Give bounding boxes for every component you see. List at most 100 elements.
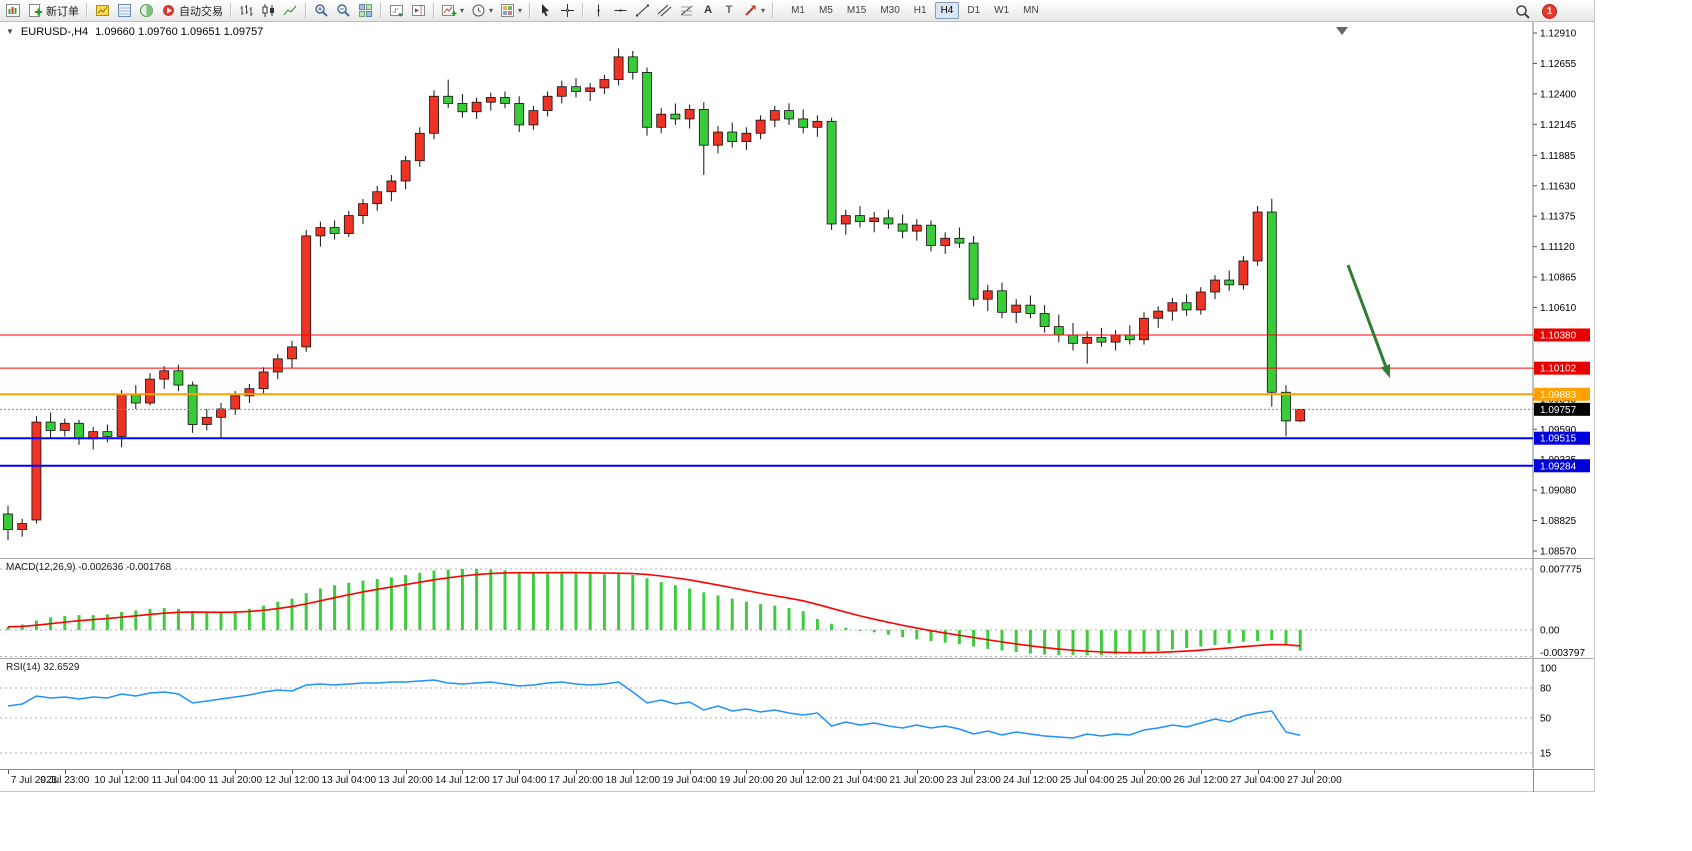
channel-button[interactable] (654, 1, 675, 20)
time-tick (973, 770, 975, 774)
market-watch-icon (96, 5, 109, 16)
line-chart-icon (283, 5, 297, 16)
time-tick (803, 770, 805, 774)
time-axis-label: 27 Jul 20:00 (1287, 775, 1342, 786)
notification-badge[interactable]: 1 (1542, 4, 1557, 19)
tile-windows-button[interactable] (355, 1, 376, 20)
time-tick (1200, 770, 1202, 774)
auto-scroll-icon (390, 5, 403, 17)
dropdown-icon: ▾ (460, 5, 465, 15)
chart-shift-icon (412, 5, 425, 16)
time-axis-label: 27 Jul 04:00 (1230, 775, 1285, 786)
auto-trading-icon (163, 5, 174, 16)
dropdown-icon: ▾ (518, 5, 523, 15)
crosshair-button[interactable] (557, 1, 578, 20)
search-button[interactable] (1512, 2, 1534, 21)
line-chart-button[interactable] (280, 1, 301, 20)
label-icon: T (725, 4, 733, 16)
time-axis[interactable]: 7 Jul 2023 9 Jul 23:00 10 Jul 12:00 11 Jul … (0, 769, 1594, 792)
svg-text:15: 15 (1540, 749, 1552, 760)
time-tick (576, 770, 577, 774)
candlestick-chart-button[interactable] (258, 1, 279, 20)
market-watch-button[interactable] (92, 1, 113, 20)
trendline-button[interactable] (632, 1, 653, 20)
time-axis-label: 24 Jul 12:00 (1003, 775, 1058, 786)
timeframe-m15-button[interactable]: M15 (841, 2, 872, 19)
svg-text:1.12145: 1.12145 (1540, 120, 1577, 131)
indicators-button[interactable]: ▾ (439, 1, 467, 20)
data-window-button[interactable] (114, 1, 135, 20)
text-icon: A (704, 4, 713, 16)
time-tick (348, 770, 350, 774)
time-axis-label: 20 Jul 12:00 (775, 775, 831, 786)
fibonacci-button[interactable] (676, 1, 697, 20)
bar-chart-icon (240, 5, 253, 16)
label-button[interactable]: T (719, 1, 739, 20)
new-chart-button[interactable] (3, 1, 24, 20)
time-tick (1087, 770, 1089, 774)
zoom-out-button[interactable] (333, 1, 354, 20)
timeframe-h1-button[interactable]: H1 (908, 2, 933, 19)
new-order-label: 新订单 (46, 5, 79, 18)
auto-scroll-button[interactable] (386, 1, 407, 20)
auto-trading-button[interactable]: 自动交易 (158, 1, 226, 20)
time-axis-label: 18 Jul 12:00 (605, 775, 661, 786)
svg-text:1.11120: 1.11120 (1540, 242, 1575, 253)
zoom-in-button[interactable] (311, 1, 332, 20)
timeframe-mn-button[interactable]: MN (1017, 2, 1045, 19)
fibonacci-icon (680, 5, 693, 16)
svg-text:1.09515: 1.09515 (1540, 434, 1577, 445)
time-tick (405, 770, 407, 774)
new-chart-icon (6, 4, 20, 17)
dropdown-icon: ▾ (761, 5, 766, 15)
time-axis-label: 7 Jul 2023 (10, 775, 58, 786)
toolbar-separator (230, 3, 232, 18)
cursor-button[interactable] (535, 1, 556, 20)
time-tick (860, 770, 861, 774)
cursor-icon (542, 4, 550, 17)
time-axis-label: 11 Jul 20:00 (208, 775, 263, 786)
main-chart-canvas[interactable]: 1.12910 1.12655 1.12400 1.12145 1.11885 1.116… (0, 22, 1594, 558)
price-axis[interactable]: 1.12910 1.12655 1.12400 1.12145 1.11885 1.116… (1532, 22, 1577, 558)
time-axis-label: 10 Jul 12:00 (94, 775, 149, 786)
toolbar-separator (529, 3, 532, 18)
one-click-trading-toggle[interactable]: ▼ (6, 27, 14, 36)
navigator-button[interactable] (136, 1, 157, 20)
vertical-line-button[interactable] (588, 1, 609, 20)
text-button[interactable]: A (698, 1, 718, 20)
macd-panel-canvas[interactable]: 0.007775 0.00 -0.003797 (0, 559, 1594, 658)
bar-chart-button[interactable] (236, 1, 257, 20)
svg-text:1.10610: 1.10610 (1540, 303, 1577, 314)
timeframe-d1-button[interactable]: D1 (961, 2, 986, 19)
panel-splitter[interactable] (0, 558, 1594, 559)
templates-icon (501, 4, 515, 17)
time-axis-label: 17 Jul 20:00 (548, 775, 604, 786)
timeframe-h4-button[interactable]: H4 (934, 2, 960, 19)
chart-shift-button[interactable] (408, 1, 429, 20)
horizontal-line-button[interactable] (610, 1, 631, 20)
time-tick (519, 770, 521, 774)
templates-button[interactable]: ▾ (497, 1, 525, 20)
svg-text:1.11885: 1.11885 (1540, 151, 1576, 162)
rsi-panel-canvas[interactable]: 100 80 50 15 (0, 659, 1594, 768)
timeframe-toolbar: M1 M5 M15 M30 H1 H4 D1 W1 MN (784, 2, 1046, 19)
timeframe-w1-button[interactable]: W1 (988, 2, 1015, 19)
horizontal-line-objects[interactable] (0, 334, 1533, 467)
arrows-button[interactable]: ▾ (740, 1, 768, 20)
panel-splitter[interactable] (0, 658, 1594, 659)
timeframe-m30-button[interactable]: M30 (874, 2, 905, 19)
time-axis-label: 11 Jul 04:00 (151, 775, 206, 786)
time-axis-label: 25 Jul 04:00 (1059, 775, 1115, 786)
time-tick (8, 770, 9, 774)
new-order-button[interactable]: 新订单 (25, 1, 82, 20)
dropdown-icon: ▾ (489, 5, 494, 15)
periods-button[interactable]: ▾ (468, 1, 496, 20)
timeframe-m5-button[interactable]: M5 (813, 2, 839, 19)
arrow-annotation[interactable] (1346, 264, 1391, 378)
svg-text:1.09284: 1.09284 (1540, 461, 1577, 472)
timeframe-m1-button[interactable]: M1 (785, 2, 811, 19)
time-axis-label: 23 Jul 23:00 (946, 775, 1001, 786)
svg-text:1.12910: 1.12910 (1540, 29, 1577, 40)
chart-shift-marker[interactable] (1336, 27, 1348, 35)
time-axis-label: 21 Jul 20:00 (889, 775, 945, 786)
